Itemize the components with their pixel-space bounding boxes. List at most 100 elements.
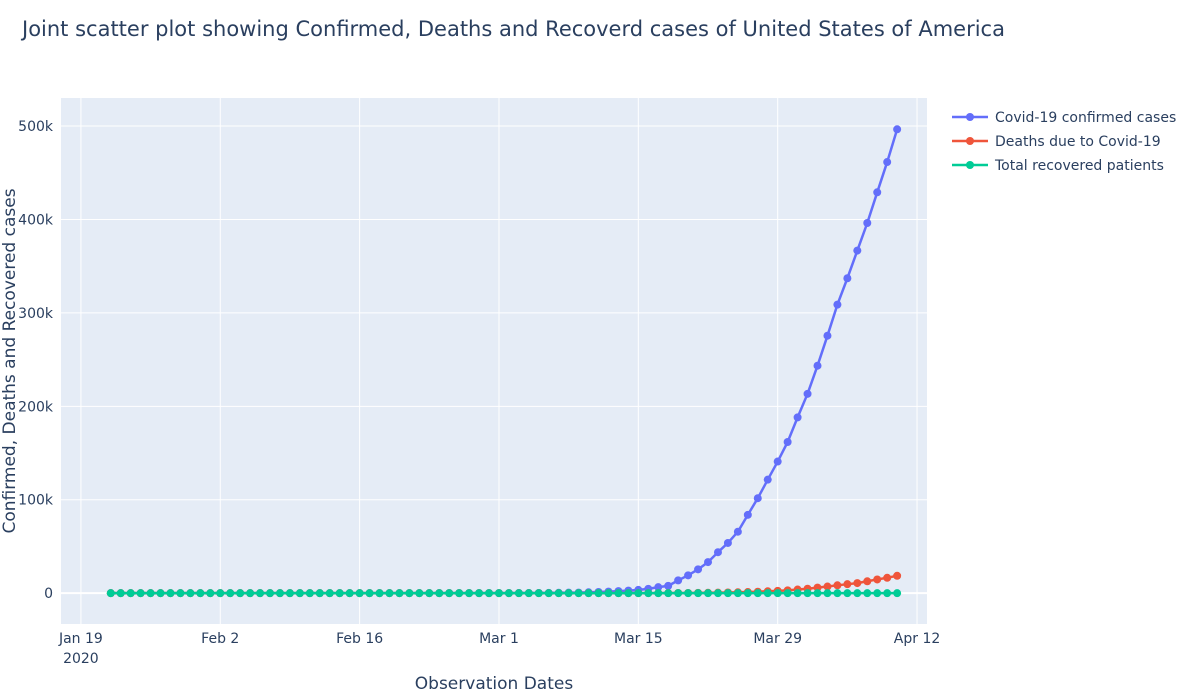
data-point[interactable] — [306, 589, 314, 597]
data-point[interactable] — [873, 589, 881, 597]
data-point[interactable] — [565, 589, 573, 597]
data-point[interactable] — [186, 589, 194, 597]
data-point[interactable] — [784, 589, 792, 597]
data-point[interactable] — [226, 589, 234, 597]
data-point[interactable] — [764, 476, 772, 484]
data-point[interactable] — [814, 362, 822, 370]
data-point[interactable] — [893, 589, 901, 597]
data-point[interactable] — [814, 589, 822, 597]
data-point[interactable] — [873, 188, 881, 196]
data-point[interactable] — [604, 589, 612, 597]
data-point[interactable] — [256, 589, 264, 597]
data-point[interactable] — [694, 565, 702, 573]
data-point[interactable] — [784, 438, 792, 446]
data-point[interactable] — [823, 589, 831, 597]
data-point[interactable] — [863, 589, 871, 597]
data-point[interactable] — [764, 589, 772, 597]
data-point[interactable] — [833, 301, 841, 309]
data-point[interactable] — [614, 589, 622, 597]
data-point[interactable] — [863, 219, 871, 227]
legend-item[interactable]: Total recovered patients — [952, 158, 1164, 174]
data-point[interactable] — [734, 589, 742, 597]
data-point[interactable] — [395, 589, 403, 597]
data-point[interactable] — [853, 589, 861, 597]
data-point[interactable] — [804, 390, 812, 398]
data-point[interactable] — [664, 582, 672, 590]
data-point[interactable] — [674, 576, 682, 584]
data-point[interactable] — [585, 589, 593, 597]
data-point[interactable] — [376, 589, 384, 597]
data-point[interactable] — [296, 589, 304, 597]
legend-item[interactable]: Covid-19 confirmed cases — [952, 110, 1176, 126]
data-point[interactable] — [147, 589, 155, 597]
data-point[interactable] — [843, 580, 851, 588]
data-point[interactable] — [664, 589, 672, 597]
data-point[interactable] — [127, 589, 135, 597]
data-point[interactable] — [515, 589, 523, 597]
data-point[interactable] — [465, 589, 473, 597]
data-point[interactable] — [724, 589, 732, 597]
data-point[interactable] — [176, 589, 184, 597]
data-point[interactable] — [107, 589, 115, 597]
data-point[interactable] — [445, 589, 453, 597]
data-point[interactable] — [505, 589, 513, 597]
data-point[interactable] — [674, 589, 682, 597]
data-point[interactable] — [853, 579, 861, 587]
data-point[interactable] — [415, 589, 423, 597]
data-point[interactable] — [624, 589, 632, 597]
data-point[interactable] — [425, 589, 433, 597]
data-point[interactable] — [316, 589, 324, 597]
data-point[interactable] — [883, 589, 891, 597]
data-point[interactable] — [595, 589, 603, 597]
data-point[interactable] — [525, 589, 533, 597]
data-point[interactable] — [684, 571, 692, 579]
data-point[interactable] — [694, 589, 702, 597]
data-point[interactable] — [704, 589, 712, 597]
data-point[interactable] — [774, 458, 782, 466]
data-point[interactable] — [356, 589, 364, 597]
data-point[interactable] — [346, 589, 354, 597]
data-point[interactable] — [276, 589, 284, 597]
data-point[interactable] — [117, 589, 125, 597]
data-point[interactable] — [266, 589, 274, 597]
data-point[interactable] — [286, 589, 294, 597]
data-point[interactable] — [774, 589, 782, 597]
data-point[interactable] — [823, 332, 831, 340]
data-point[interactable] — [535, 589, 543, 597]
data-point[interactable] — [863, 577, 871, 585]
data-point[interactable] — [644, 589, 652, 597]
data-point[interactable] — [216, 589, 224, 597]
data-point[interactable] — [794, 589, 802, 597]
data-point[interactable] — [336, 589, 344, 597]
data-point[interactable] — [724, 539, 732, 547]
data-point[interactable] — [704, 558, 712, 566]
data-point[interactable] — [634, 589, 642, 597]
data-point[interactable] — [435, 589, 443, 597]
data-point[interactable] — [166, 589, 174, 597]
data-point[interactable] — [843, 274, 851, 282]
data-point[interactable] — [833, 581, 841, 589]
data-point[interactable] — [734, 528, 742, 536]
data-point[interactable] — [246, 589, 254, 597]
data-point[interactable] — [137, 589, 145, 597]
data-point[interactable] — [485, 589, 493, 597]
data-point[interactable] — [555, 589, 563, 597]
data-point[interactable] — [206, 589, 214, 597]
data-point[interactable] — [385, 589, 393, 597]
data-point[interactable] — [475, 589, 483, 597]
data-point[interactable] — [366, 589, 374, 597]
plot-area[interactable] — [61, 98, 927, 624]
data-point[interactable] — [873, 575, 881, 583]
data-point[interactable] — [495, 589, 503, 597]
data-point[interactable] — [405, 589, 413, 597]
data-point[interactable] — [853, 247, 861, 255]
data-point[interactable] — [804, 589, 812, 597]
data-point[interactable] — [196, 589, 204, 597]
data-point[interactable] — [883, 158, 891, 166]
data-point[interactable] — [833, 589, 841, 597]
data-point[interactable] — [236, 589, 244, 597]
data-point[interactable] — [455, 589, 463, 597]
data-point[interactable] — [754, 589, 762, 597]
data-point[interactable] — [545, 589, 553, 597]
data-point[interactable] — [893, 125, 901, 133]
